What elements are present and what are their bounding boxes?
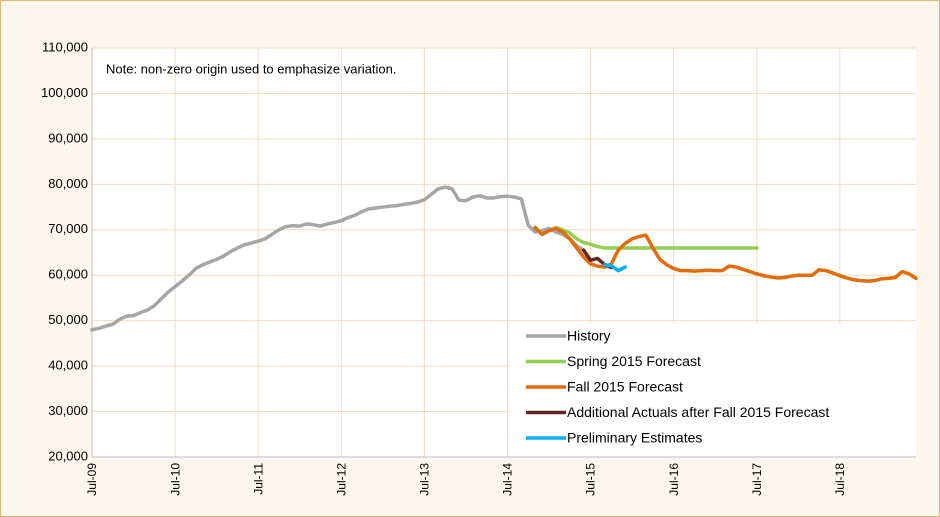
legend-label: Spring 2015 Forecast <box>567 353 701 369</box>
lines <box>90 185 918 332</box>
y-tick-label: 30,000 <box>48 403 88 418</box>
y-tick-label: 80,000 <box>48 176 88 191</box>
x-tick-label: Jul-18 <box>833 463 847 496</box>
annotation: Note: non-zero origin used to emphasize … <box>106 61 397 76</box>
series-line <box>602 263 627 273</box>
x-tick-label: Jul-16 <box>667 463 681 496</box>
legend-label: History <box>567 328 611 344</box>
y-tick-label: 90,000 <box>48 130 88 145</box>
legend: History Spring 2015 Forecast Fall 2015 For… <box>510 324 916 456</box>
y-tick-label: 50,000 <box>48 312 88 327</box>
legend-label: Fall 2015 Forecast <box>567 379 683 395</box>
series-line <box>90 185 586 332</box>
x-tick-label: Jul-15 <box>584 463 598 496</box>
y-tick-label: 20,000 <box>48 448 88 463</box>
y-tick-label: 110,000 <box>42 39 88 54</box>
x-tick-label: Jul-12 <box>334 463 348 496</box>
x-tick-label: Jul-10 <box>168 463 182 496</box>
legend-label: Preliminary Estimates <box>567 430 702 446</box>
y-tick-label: 100,000 <box>41 85 88 100</box>
x-tick-label: Jul-13 <box>418 463 432 496</box>
x-tick-label: Jul-09 <box>85 463 99 496</box>
x-tick-label: Jul-14 <box>501 463 515 496</box>
y-tick-label: 70,000 <box>48 221 88 236</box>
x-tick-label: Jul-17 <box>750 463 764 496</box>
legend-box <box>510 324 916 456</box>
y-tick-label: 60,000 <box>48 267 88 282</box>
series-line <box>533 225 759 250</box>
x-tick-label: Jul-11 <box>251 463 265 495</box>
series-line <box>533 225 918 283</box>
y-tick-label: 40,000 <box>48 358 88 373</box>
legend-label: Additional Actuals after Fall 2015 Forec… <box>567 404 829 420</box>
